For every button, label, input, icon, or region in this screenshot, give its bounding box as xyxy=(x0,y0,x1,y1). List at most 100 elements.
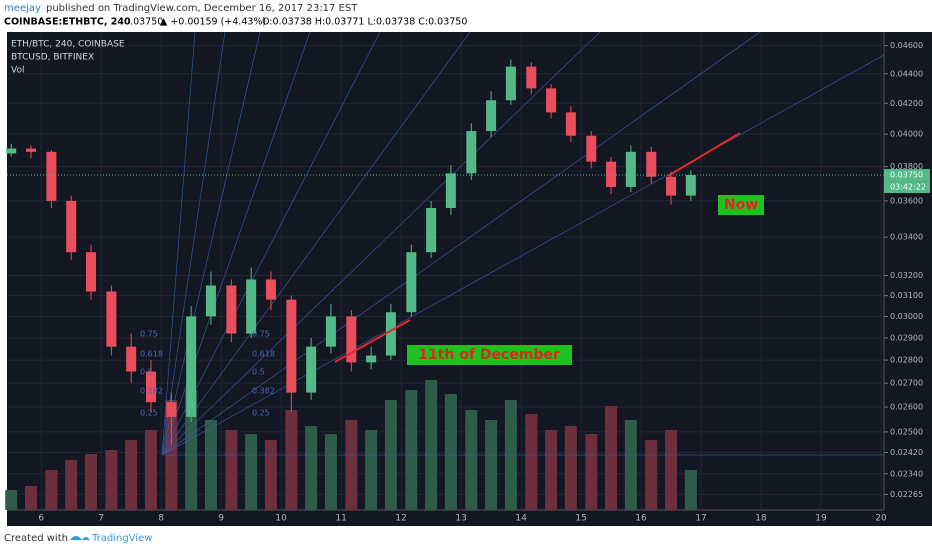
change: ▲ +0.00159 (+4.43%) xyxy=(160,17,266,28)
fan-line xyxy=(161,54,885,456)
fib-label: 0.618 xyxy=(140,350,163,359)
countdown: 03:42:22 xyxy=(890,183,926,192)
x-tick-label: 8 xyxy=(158,514,164,524)
y-tick-label: 0.02600 xyxy=(890,403,923,412)
volume-bar xyxy=(45,470,58,510)
annotation-box xyxy=(407,345,572,365)
volume-bar xyxy=(324,434,337,510)
y-tick-label: 0.04400 xyxy=(890,69,923,78)
volume-bar xyxy=(624,420,637,510)
candle-body xyxy=(265,279,276,300)
x-tick-label: 17 xyxy=(695,514,706,524)
volume-bar xyxy=(245,434,258,510)
candle-body xyxy=(106,291,117,347)
volume-bar xyxy=(125,440,138,510)
y-tick-label: 0.02500 xyxy=(890,427,923,436)
fib-label: 0.5 xyxy=(140,368,153,377)
fan-line xyxy=(161,31,226,456)
candle-body xyxy=(226,285,237,334)
candle-body xyxy=(286,299,297,393)
y-tick-label: 0.02800 xyxy=(890,356,923,365)
y-tick-label: 0.03400 xyxy=(890,233,923,242)
candle-body xyxy=(85,252,96,292)
trend-line xyxy=(334,319,411,363)
published: published on TradingView.com, December 1… xyxy=(46,3,358,14)
x-tick-label: 14 xyxy=(515,514,527,524)
candle-body xyxy=(46,151,57,201)
candle-body xyxy=(505,66,516,101)
volume-bar xyxy=(84,454,97,510)
volume-bar xyxy=(204,420,217,510)
fib-labels: 0.75 0.75 0.618 0.618 0.5 0.5 0.382 0.382 0.25 0.… xyxy=(140,330,275,418)
candle-body xyxy=(306,346,317,393)
y-tick-label: 0.02265 xyxy=(890,490,923,499)
volume-bar xyxy=(185,390,198,510)
y-tick-label: 0.02340 xyxy=(890,469,923,478)
candle-body xyxy=(466,130,477,174)
annotation-box xyxy=(718,195,764,215)
candle-body xyxy=(246,279,257,334)
x-tick-label: 18 xyxy=(755,514,767,524)
candle-body xyxy=(126,346,137,372)
candle-body xyxy=(666,176,677,196)
volume-bar xyxy=(545,430,558,510)
x-tick-label: 19 xyxy=(815,514,827,524)
y-tick-label: 0.03100 xyxy=(890,291,923,300)
fan-line xyxy=(161,31,761,456)
fib-label: 0.5 xyxy=(252,368,265,377)
candle-body xyxy=(546,88,557,113)
candle-body xyxy=(406,252,417,313)
volume-bar xyxy=(65,460,78,510)
footer-brand: TradingView xyxy=(91,533,152,544)
volume-bar xyxy=(605,406,618,510)
legend-item: Vol xyxy=(11,66,24,76)
y-tick-label: 0.04000 xyxy=(890,130,923,139)
x-tick-label: 12 xyxy=(395,514,406,524)
x-tick-label: 7 xyxy=(98,514,104,524)
y-tick-label: 0.04200 xyxy=(890,99,923,108)
candle-body xyxy=(366,355,377,363)
y-tick-label: 0.02420 xyxy=(890,448,923,457)
volume-bar xyxy=(24,486,37,510)
volume-bar xyxy=(684,470,697,510)
symbol: COINBASE:ETHBTC, 240 xyxy=(4,17,131,28)
x-tick-label: 9 xyxy=(218,514,224,524)
last: 0.03750 xyxy=(124,17,163,28)
y-tick-label: 0.03000 xyxy=(890,312,923,321)
volume-bar xyxy=(645,440,658,510)
last-price-box xyxy=(884,169,930,182)
volume xyxy=(5,380,697,510)
volume-bar xyxy=(425,380,438,510)
y-tick-label: 0.02700 xyxy=(890,379,923,388)
candle-body xyxy=(346,316,357,363)
candle-body xyxy=(166,402,177,417)
fib-label: 0.618 xyxy=(252,350,275,359)
x-tick-label: 11 xyxy=(335,514,346,524)
logo xyxy=(70,536,90,540)
fib-label: 0.75 xyxy=(140,330,158,339)
volume-bar xyxy=(5,490,18,510)
fib-label: 0.75 xyxy=(252,330,270,339)
annotation: Now xyxy=(724,197,758,213)
volume-bar xyxy=(285,410,298,510)
volume-bar xyxy=(105,450,118,510)
volume-bar xyxy=(465,410,478,510)
volume-bar xyxy=(225,430,238,510)
candle-body xyxy=(445,173,456,208)
y-tick-label: 0.02900 xyxy=(890,333,923,342)
candle-body xyxy=(625,151,636,187)
author: meejay xyxy=(4,3,41,14)
x-tick-label: 10 xyxy=(275,514,287,524)
footer-text: Created with xyxy=(4,533,68,544)
volume-bar xyxy=(485,420,498,510)
candle-body xyxy=(325,316,336,347)
volume-bar xyxy=(564,426,577,510)
fan-line xyxy=(161,31,471,456)
candle-body xyxy=(685,175,696,196)
trend-line xyxy=(667,132,741,177)
volume-bar xyxy=(405,390,418,510)
last-price-label: 0.03750 xyxy=(890,171,923,180)
volume-bar xyxy=(144,430,157,510)
candle-body xyxy=(426,207,437,253)
